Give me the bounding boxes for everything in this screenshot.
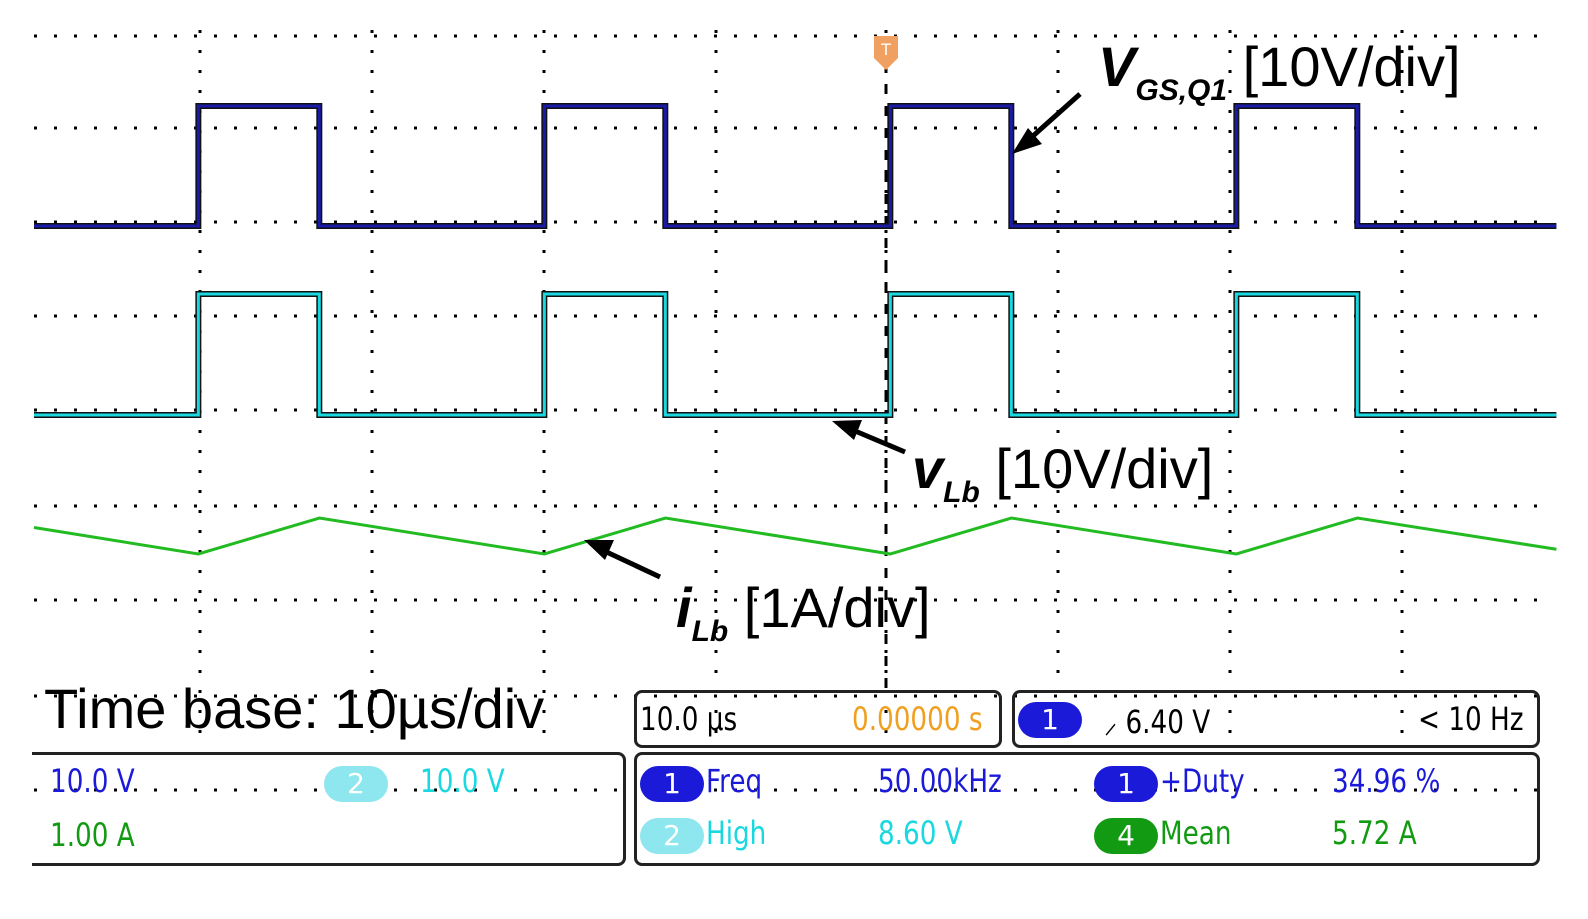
- ch4-scale: 1.00 A: [50, 816, 135, 854]
- ilb-arrow: [596, 545, 662, 580]
- trigger-level: ⸝ 6.40 V: [1104, 703, 1211, 741]
- trigger-marker-icon: T: [874, 36, 898, 70]
- timebase-box: [634, 690, 1002, 748]
- ch1-scale: 10.0 V: [50, 762, 135, 800]
- trace-i-lb: [33, 516, 1557, 556]
- ch2-scale: 10.0 V: [420, 762, 505, 800]
- vlb-label: vLb [10V/div]: [912, 437, 1214, 509]
- vlb-arrowhead: [832, 420, 862, 440]
- ch2-badge: 2: [324, 766, 388, 802]
- meas-mean-channel-badge: 4: [1094, 818, 1158, 854]
- trace-1-edge-shadow: [34, 291, 1557, 418]
- meas-freq-name: Freq: [706, 762, 763, 800]
- vgs-arrowhead: [1012, 128, 1042, 154]
- ilb-label: iLb [1A/div]: [676, 576, 931, 648]
- meas-mean-value: 5.72 A: [1332, 814, 1417, 852]
- channel-scale-box: [32, 752, 626, 866]
- ilb-arrowhead: [584, 540, 614, 560]
- meas-high-name: High: [706, 814, 767, 852]
- time-base-label: Time base: 10µs/div: [44, 677, 545, 740]
- measurement-box: [634, 752, 1540, 866]
- trace-0-edge-shadow: [34, 103, 1557, 229]
- meas-high-channel-badge: 2: [640, 818, 704, 854]
- trigger-box: [1012, 690, 1540, 748]
- meas-mean-name: Mean: [1160, 814, 1232, 852]
- trigger-frequency: < 10 Hz: [1418, 700, 1524, 738]
- annotation-arrows: [584, 92, 1082, 580]
- trigger-channel-badge: 1: [1018, 702, 1082, 738]
- traces: [33, 103, 1557, 556]
- vgs-label: VGS,Q1 [10V/div]: [1098, 35, 1461, 107]
- trace-v-lb: [34, 292, 1557, 417]
- meas-high-value: 8.60 V: [878, 814, 963, 852]
- meas-duty-value: 34.96 %: [1332, 762, 1441, 800]
- trace-vgs-q1: [34, 104, 1557, 228]
- svg-text:T: T: [880, 40, 891, 59]
- vlb-arrow: [847, 425, 906, 455]
- timebase-value: 10.0 µs: [640, 700, 738, 738]
- meas-freq-channel-badge: 1: [640, 766, 704, 802]
- meas-freq-value: 50.00kHz: [878, 762, 1002, 800]
- meas-duty-name: +Duty: [1160, 762, 1245, 800]
- trigger-delay: 0.00000 s: [852, 700, 983, 738]
- meas-duty-channel-badge: 1: [1094, 766, 1158, 802]
